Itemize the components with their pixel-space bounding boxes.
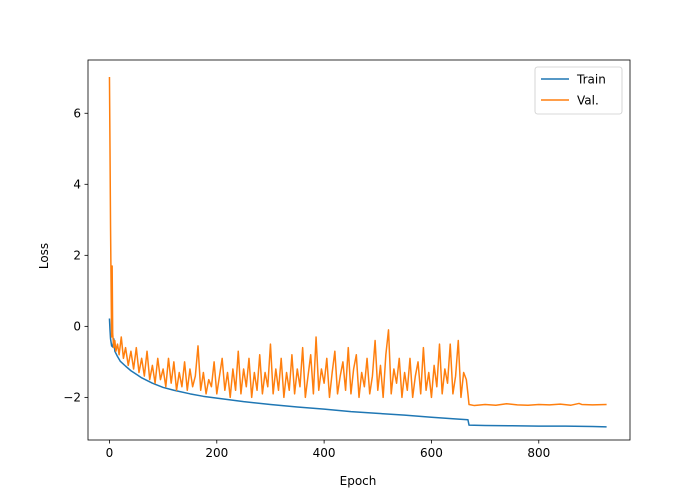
x-tick-label: 200 [205, 446, 228, 460]
series-line-val [108, 77, 607, 407]
legend-label-train: Train [576, 73, 606, 87]
x-axis-label: Epoch [340, 474, 377, 488]
x-tick-label: 800 [527, 446, 550, 460]
series-group [108, 77, 607, 428]
series-line-train [108, 318, 607, 428]
legend: Train Val. [534, 66, 623, 115]
y-tick-label: 0 [73, 319, 81, 333]
x-tick-label: 400 [313, 446, 336, 460]
y-axis-label: Loss [37, 243, 51, 269]
plot-area [108, 77, 607, 428]
y-tick-label: −2 [63, 390, 81, 404]
y-tick-label: 6 [73, 106, 81, 120]
axes: 0 200 400 600 800 −2 0 2 4 6 [63, 59, 631, 460]
x-tick-label: 600 [420, 446, 443, 460]
plot-frame [87, 59, 631, 441]
legend-label-val: Val. [577, 94, 599, 108]
x-tick-label: 0 [106, 446, 114, 460]
y-tick-label: 4 [73, 177, 81, 191]
y-tick-label: 2 [73, 248, 81, 262]
